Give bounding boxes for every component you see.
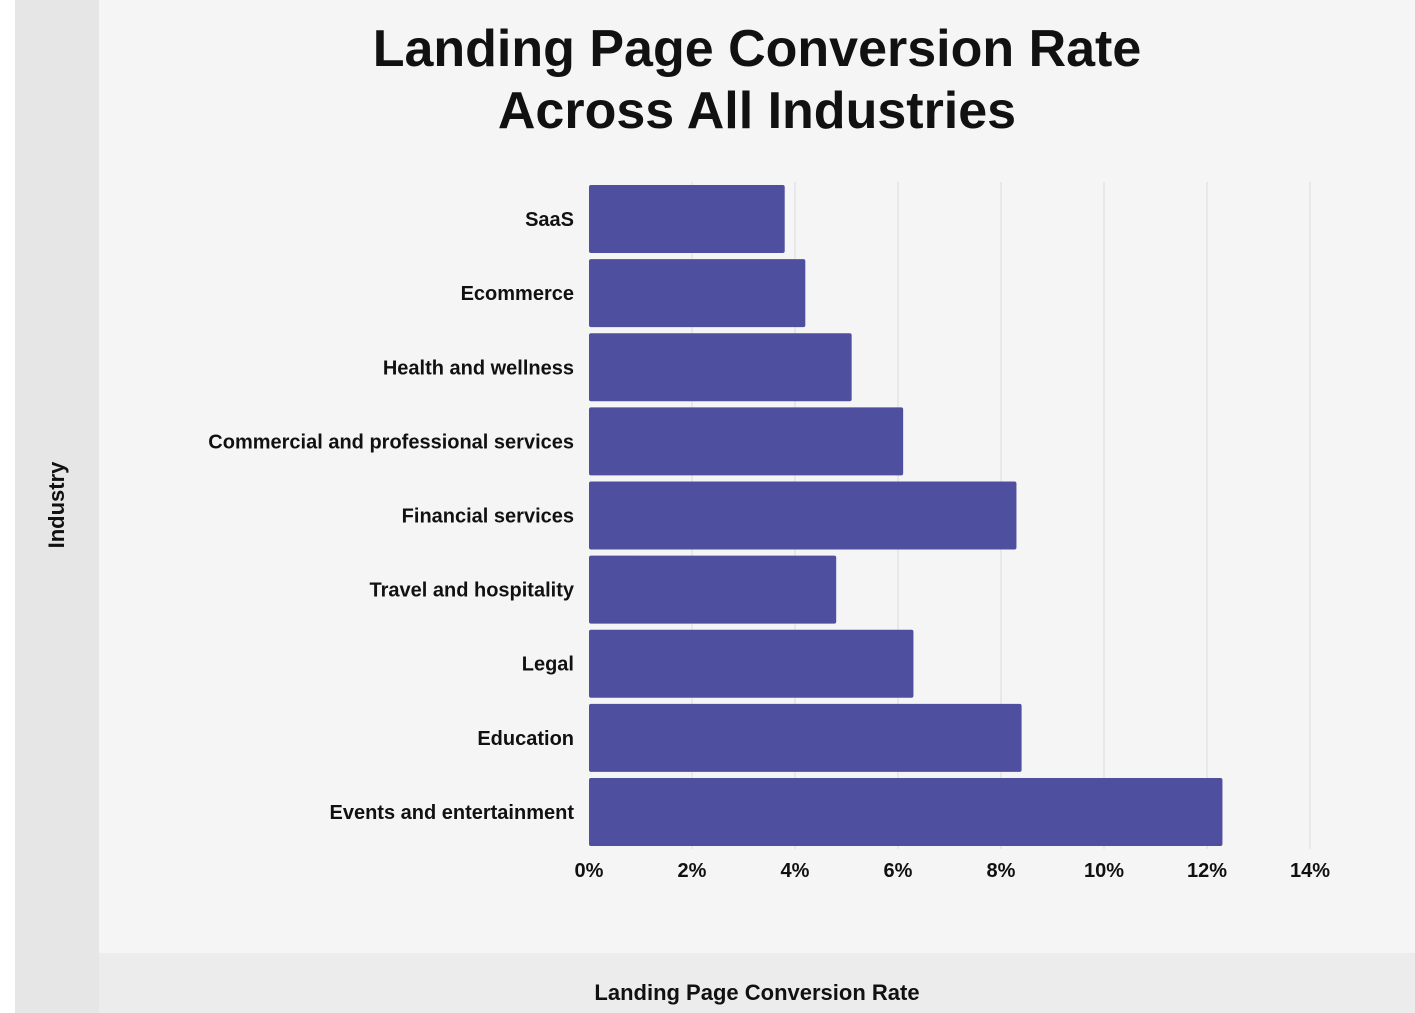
- category-label: Travel and hospitality: [369, 580, 574, 602]
- bar: [589, 481, 1017, 550]
- bars: [589, 185, 1223, 846]
- x-tick-label: 4%: [781, 860, 810, 882]
- category-label: Events and entertainment: [329, 802, 574, 824]
- bar: [589, 703, 1022, 772]
- category-label: Education: [477, 728, 574, 750]
- bar: [589, 185, 785, 254]
- x-tick-label: 2%: [678, 860, 707, 882]
- x-tick-label: 12%: [1187, 860, 1227, 882]
- bar: [589, 259, 806, 328]
- chart-title: Landing Page Conversion Rate Across All …: [99, 18, 1415, 142]
- x-axis-label: Landing Page Conversion Rate: [594, 980, 920, 1005]
- x-tick-label: 14%: [1290, 860, 1330, 882]
- bar: [589, 407, 904, 476]
- bar: [589, 555, 837, 624]
- bar: [589, 777, 1223, 846]
- ylabel-band: [15, 0, 99, 1013]
- category-label: Legal: [522, 654, 574, 676]
- category-label: Health and wellness: [383, 357, 574, 379]
- category-label: Commercial and professional services: [208, 431, 574, 453]
- x-tick-label: 10%: [1084, 860, 1124, 882]
- x-tick-label: 0%: [575, 860, 604, 882]
- bar: [589, 333, 852, 402]
- bar: [589, 629, 914, 698]
- category-label: Ecommerce: [461, 283, 574, 305]
- xlabel-band: [99, 953, 1415, 1013]
- category-label: Financial services: [402, 506, 574, 528]
- category-labels: SaaS Ecommerce Health and wellness Commerci…: [208, 209, 575, 824]
- x-tick-labels: 0% 2% 4% 6% 8% 10% 12% 14%: [575, 860, 1331, 882]
- chart-title-line-1: Landing Page Conversion Rate: [372, 20, 1142, 78]
- chart-title-line-2: Across All Industries: [497, 82, 1017, 140]
- x-tick-label: 8%: [987, 860, 1016, 882]
- category-label: SaaS: [525, 209, 574, 231]
- x-tick-label: 6%: [884, 860, 913, 882]
